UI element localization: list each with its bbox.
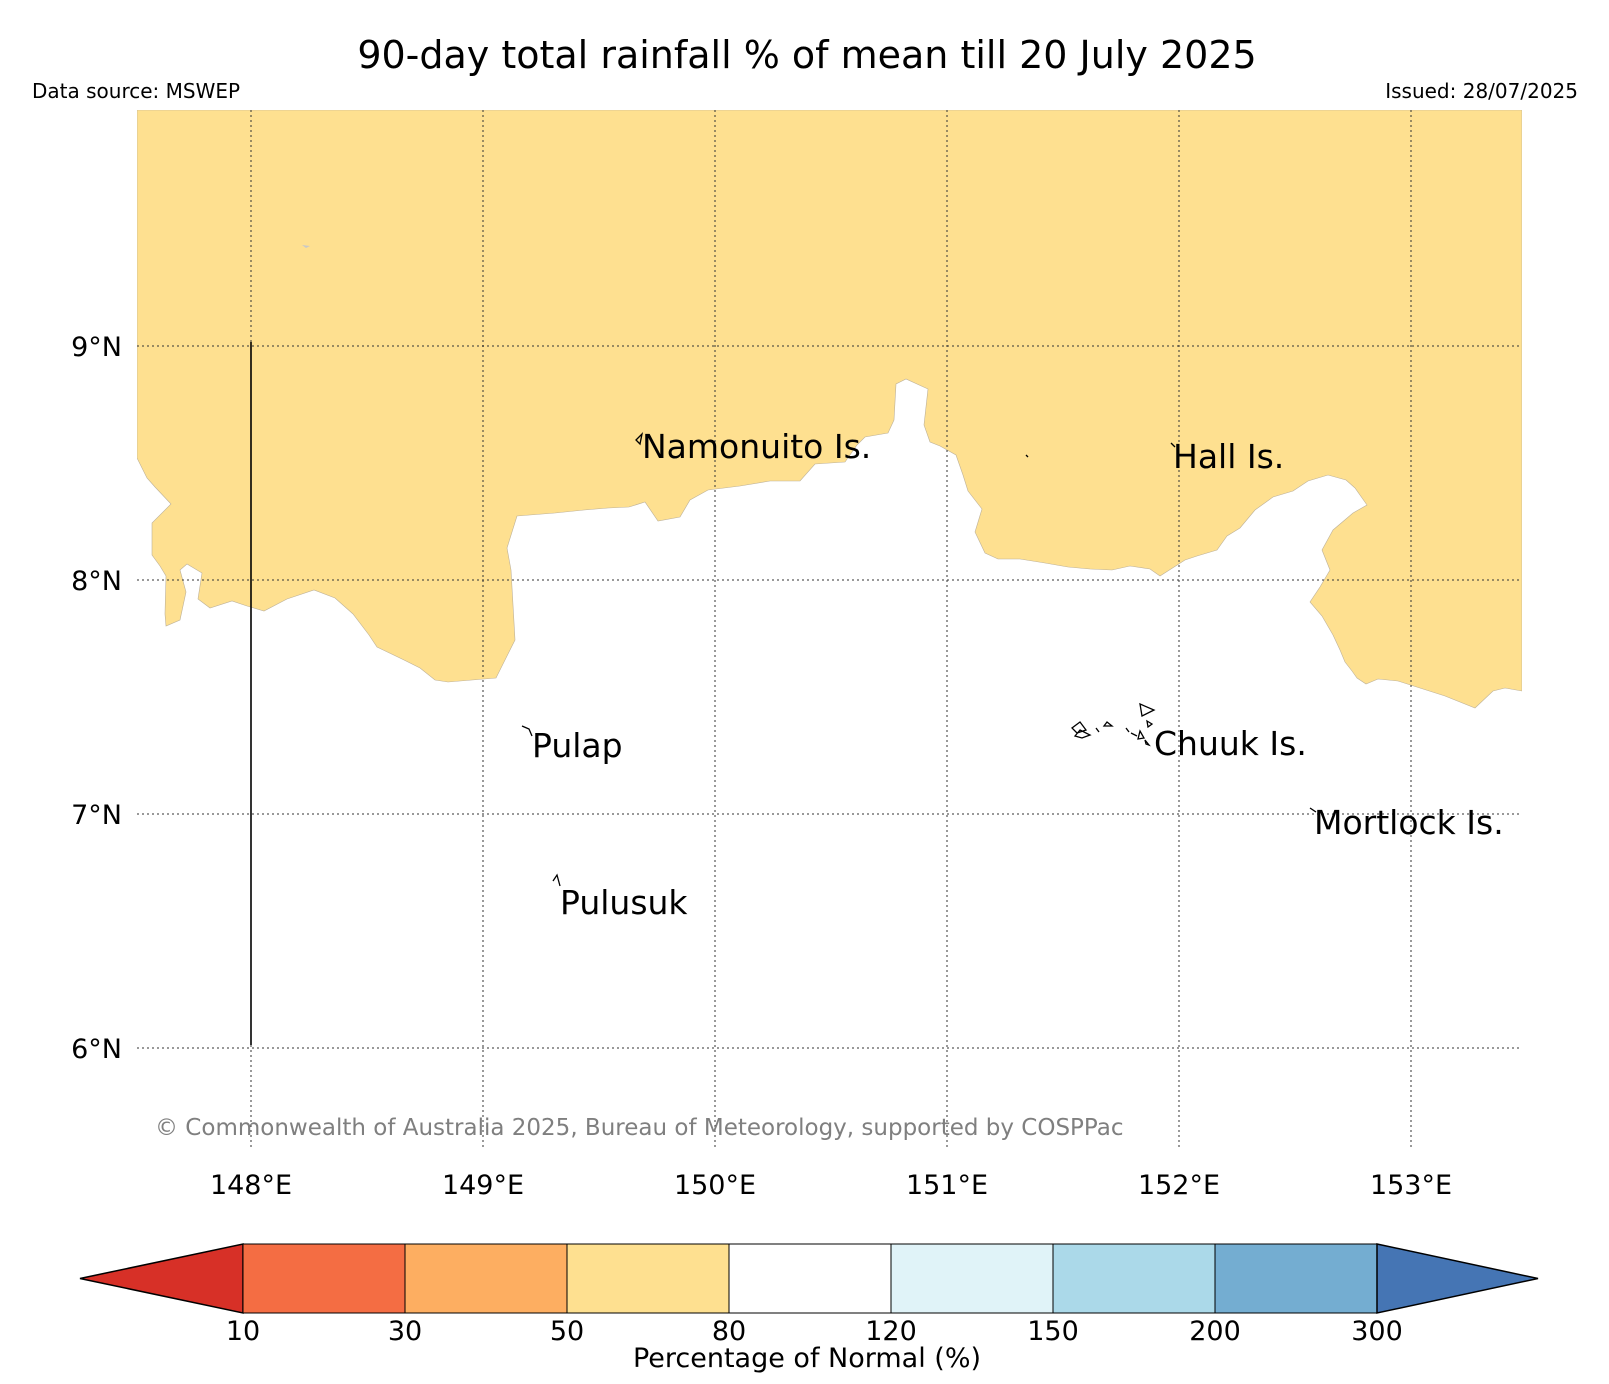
- colorbar-tick-0: 10: [226, 1316, 260, 1347]
- small-islet-outline: [1025, 454, 1029, 458]
- small-water-feature: [302, 245, 310, 248]
- colorbar-legend: [79, 1243, 1539, 1314]
- lon-tick-label-5: 153°E: [1370, 1170, 1452, 1201]
- data-source-label: Data source: MSWEP: [32, 79, 240, 103]
- island-outlines: [521, 432, 1317, 887]
- colorbar-over-extension: [1376, 1243, 1539, 1314]
- copyright-notice: © Commonwealth of Australia 2025, Bureau…: [155, 1115, 1124, 1141]
- place-label-hall: Hall Is.: [1173, 437, 1284, 476]
- colorbar-segment-4: [890, 1243, 1054, 1314]
- pulusuk-island-outline: [552, 873, 561, 887]
- place-labels: Namonuito Is. Hall Is. Pulap Chuuk Is. M…: [532, 427, 1504, 922]
- place-label-chuuk: Chuuk Is.: [1154, 724, 1307, 763]
- colorbar-tick-2: 50: [550, 1316, 584, 1347]
- lon-tick-label-4: 152°E: [1138, 1170, 1220, 1201]
- place-label-pulusuk: Pulusuk: [560, 883, 688, 922]
- colorbar-tick-1: 30: [388, 1316, 422, 1347]
- lon-tick-label-3: 151°E: [906, 1170, 988, 1201]
- colorbar-tick-6: 200: [1189, 1316, 1241, 1347]
- lon-tick-label-1: 149°E: [442, 1170, 524, 1201]
- colorbar-segment-2: [566, 1243, 730, 1314]
- lat-tick-label-1: 8°N: [71, 566, 122, 597]
- colorbar-segment-3: [728, 1243, 892, 1314]
- map-panel: [137, 110, 1522, 1149]
- namonuito-island-outline: [635, 432, 644, 446]
- colorbar-under-extension: [79, 1243, 244, 1314]
- colorbar-label: Percentage of Normal (%): [633, 1343, 981, 1374]
- colorbar-segment-5: [1052, 1243, 1216, 1314]
- lon-tick-label-0: 148°E: [210, 1170, 292, 1201]
- colorbar-tick-7: 300: [1351, 1316, 1403, 1347]
- figure-title: 90-day total rainfall % of mean till 20 …: [357, 33, 1256, 77]
- lat-tick-label-2: 7°N: [71, 800, 122, 831]
- mortlock-island-outline: [1309, 807, 1317, 813]
- colorbar-tick-4: 120: [865, 1316, 917, 1347]
- lon-tick-label-2: 150°E: [674, 1170, 756, 1201]
- lat-tick-label-3: 6°N: [71, 1034, 122, 1065]
- colorbar-segment-1: [404, 1243, 568, 1314]
- colorbar-segment-6: [1214, 1243, 1378, 1314]
- pulap-island-outline: [521, 725, 533, 737]
- issued-date-label: Issued: 28/07/2025: [1385, 79, 1578, 103]
- colorbar-tick-3: 80: [712, 1316, 746, 1347]
- place-label-namonuito: Namonuito Is.: [642, 427, 871, 466]
- rainfall-50-80-region: [137, 110, 1522, 709]
- chuuk-lagoon-islands: [1071, 702, 1156, 747]
- hall-island-outline: [1170, 442, 1176, 448]
- colorbar-tick-5: 150: [1027, 1316, 1079, 1347]
- latitude-tick-labels: 9°N 8°N 7°N 6°N: [71, 332, 122, 1065]
- longitude-tick-labels: 148°E 149°E 150°E 151°E 152°E 153°E: [210, 1170, 1452, 1201]
- lat-tick-label-0: 9°N: [71, 332, 122, 363]
- colorbar-segment-0: [242, 1243, 406, 1314]
- colorbar-tick-labels: 10 30 50 80 120 150 200 300: [226, 1316, 1403, 1347]
- place-label-pulap: Pulap: [532, 726, 623, 765]
- place-label-mortlock: Mortlock Is.: [1314, 803, 1504, 842]
